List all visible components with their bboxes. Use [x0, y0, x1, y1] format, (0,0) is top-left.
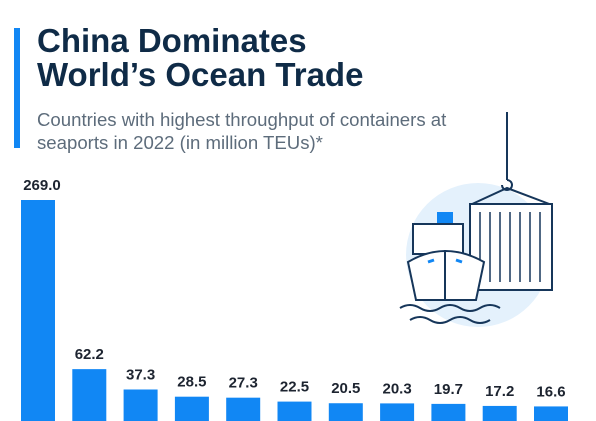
bar: [226, 397, 261, 421]
value-label: 62.2: [75, 346, 104, 363]
value-label: 20.5: [331, 380, 360, 397]
bar: [21, 200, 55, 421]
chart-subtitle: Countries with highest throughput of con…: [37, 109, 447, 153]
chart-title: China Dominates World’s Ocean Trade: [37, 22, 364, 93]
value-label: 37.3: [126, 366, 155, 383]
value-label: 16.6: [536, 383, 565, 400]
value-label: 28.5: [177, 374, 206, 391]
bar: [534, 406, 568, 421]
bar: [72, 369, 107, 421]
bar: [482, 405, 517, 421]
bar: [277, 401, 312, 421]
value-label: 269.0: [23, 177, 61, 194]
value-label: 20.3: [382, 380, 411, 397]
value-label: 27.3: [229, 375, 258, 392]
value-label: 19.7: [434, 381, 463, 398]
bar: [380, 403, 415, 421]
value-label: 22.5: [280, 379, 309, 396]
accent-bar: [14, 28, 20, 148]
bar: [174, 396, 209, 421]
bar: [328, 403, 363, 421]
bar: [123, 389, 158, 421]
value-label: 17.2: [485, 383, 514, 400]
bar: [431, 403, 466, 421]
illustration: [399, 112, 553, 327]
